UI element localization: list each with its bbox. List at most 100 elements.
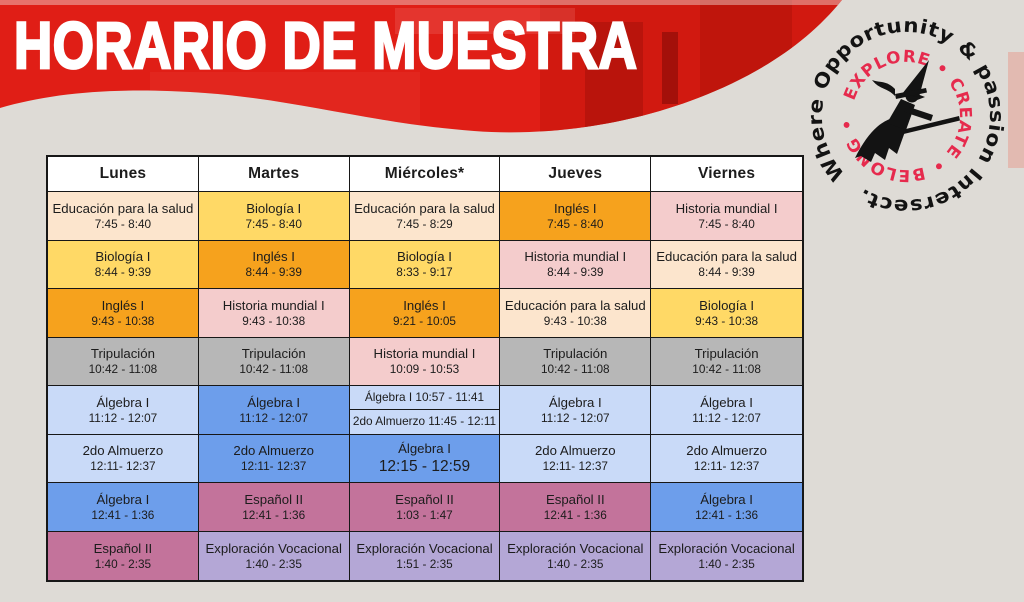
class-name: Álgebra I [96, 491, 150, 507]
class-name: Inglés I [554, 200, 597, 216]
schedule-cell: Historia mundial I 9:43 - 10:38 [198, 289, 350, 338]
class-time: 10:42 - 11:08 [692, 362, 761, 377]
schedule-cell: Biología I 8:44 - 9:39 [48, 240, 199, 289]
class-name: Educación para la salud [354, 200, 495, 216]
class-time: 12:15 - 12:59 [378, 457, 471, 475]
class-time: 11:12 - 12:07 [692, 410, 761, 425]
class-time: 8:44 - 9:39 [245, 265, 302, 280]
schedule-cell: Tripulación 10:42 - 11:08 [651, 337, 802, 386]
schedule-subcell: 2do Almuerzo 11:45 - 12:11 [349, 410, 500, 434]
class-time: 7:45 - 8:29 [396, 216, 453, 231]
class-name: Historia mundial I [675, 200, 778, 216]
class-time: 12:11- 12:37 [241, 459, 307, 474]
schedule-cell: 2do Almuerzo 12:11- 12:37 [48, 434, 199, 483]
class-name: Exploración Vocacional [507, 540, 644, 556]
class-time: 12:11- 12:37 [542, 459, 608, 474]
class-time: 10:42 - 11:08 [540, 362, 610, 377]
class-name: 2do Almuerzo [233, 443, 315, 458]
class-name: Álgebra I [548, 394, 602, 410]
class-name: Educación para la salud [504, 297, 646, 313]
class-time: 7:45 - 8:40 [94, 216, 152, 231]
schedule-cell: Álgebra I 12:15 - 12:59 [349, 434, 501, 483]
class-name: Álgebra I [700, 394, 753, 410]
class-name: Tripulación [241, 346, 306, 361]
banner-wave [0, 0, 842, 133]
class-name: Historia mundial I [222, 297, 325, 313]
schedule-cell: Biología I 9:43 - 10:38 [651, 289, 802, 338]
class-time: 1:40 - 2:35 [94, 556, 152, 571]
schedule-cell: Exploración Vocacional 1:40 - 2:35 [500, 531, 652, 580]
class-time: 7:45 - 8:40 [698, 216, 755, 231]
class-name: Inglés I [101, 297, 145, 313]
class-time: 12:41 - 1:36 [91, 507, 155, 522]
class-name: Español II [93, 540, 153, 556]
class-name: Biología I [246, 200, 302, 216]
schedule-cell: Educación para la salud 9:43 - 10:38 [500, 289, 652, 338]
schedule-cell: Español II 1:40 - 2:35 [48, 531, 199, 580]
class-name: Exploración Vocacional [356, 540, 493, 556]
schedule-cell: Tripulación 10:42 - 11:08 [198, 337, 350, 386]
class-time: 11:12 - 12:07 [540, 410, 610, 425]
class-name: Inglés I [252, 249, 295, 264]
schedule-cell: Español II 12:41 - 1:36 [500, 483, 652, 532]
schedule-cell: Biología I 8:33 - 9:17 [349, 240, 501, 289]
class-name: Historia mundial I [373, 346, 476, 361]
schedule-cell: 2do Almuerzo 12:11- 12:37 [198, 434, 350, 483]
class-name: Tripulación [543, 346, 608, 361]
class-time: 1:40 - 2:35 [547, 556, 604, 571]
class-time: 9:43 - 10:38 [242, 313, 306, 328]
schedule-cell: Educación para la salud 7:45 - 8:29 [349, 192, 501, 241]
schedule-cell: Exploración Vocacional 1:40 - 2:35 [651, 531, 802, 580]
class-name: Álgebra I [96, 394, 150, 410]
class-name: Educación para la salud [52, 200, 194, 216]
schedule-cell: Biología I 7:45 - 8:40 [198, 192, 350, 241]
class-time: 8:44 - 9:39 [698, 265, 755, 280]
column-header: Miércoles* [349, 157, 501, 192]
schedule-cell: Álgebra I 11:12 - 12:07 [651, 386, 802, 435]
schedule-cell: Educación para la salud 7:45 - 8:40 [48, 192, 199, 241]
column-header: Jueves [500, 157, 652, 192]
class-name: Biología I [95, 249, 151, 264]
page-title: HORARIO DE MUESTRA [13, 8, 638, 84]
class-time: 7:45 - 8:40 [245, 216, 302, 231]
class-time: 11:12 - 12:07 [88, 410, 158, 425]
class-time: 9:43 - 10:38 [543, 313, 607, 328]
class-name: Álgebra I [700, 491, 753, 507]
schedule-cell: Álgebra I 10:57 - 11:41 2do Almuerzo 11:4… [349, 386, 501, 435]
schedule-cell: Historia mundial I 10:09 - 10:53 [349, 337, 501, 386]
class-time: 1:40 - 2:35 [698, 556, 755, 571]
schedule-cell: Inglés I 8:44 - 9:39 [198, 240, 350, 289]
class-name: Tripulación [90, 346, 155, 361]
class-time: 8:33 - 9:17 [396, 265, 453, 280]
schedule-cell: Inglés I 9:21 - 10:05 [349, 289, 501, 338]
schedule-subcell: Álgebra I 10:57 - 11:41 [349, 386, 500, 411]
class-name: Educación para la salud [656, 249, 797, 264]
class-time: 12:11- 12:37 [693, 459, 760, 474]
schedule-cell: Álgebra I 11:12 - 12:07 [500, 386, 652, 435]
class-time: 12:41 - 1:36 [242, 507, 306, 522]
witch-on-broom-icon [855, 60, 960, 162]
class-time: 9:43 - 10:38 [695, 313, 759, 328]
class-time: 8:44 - 9:39 [547, 265, 604, 280]
schedule-cell: Español II 12:41 - 1:36 [198, 483, 350, 532]
class-name: Inglés I [403, 297, 446, 313]
class-time: 10:09 - 10:53 [389, 362, 460, 377]
schedule-cell: 2do Almuerzo 12:11- 12:37 [651, 434, 802, 483]
class-time: 12:41 - 1:36 [695, 507, 759, 522]
class-name: Español II [395, 491, 454, 507]
class-name: Exploración Vocacional [658, 540, 795, 556]
class-time: 9:43 - 10:38 [91, 313, 155, 328]
column-header: Lunes [48, 157, 199, 192]
class-name: Álgebra I [398, 440, 451, 456]
schedule-cell: Español II 1:03 - 1:47 [349, 483, 501, 532]
class-time: 1:03 - 1:47 [396, 507, 453, 522]
schedule-cell: Álgebra I 11:12 - 12:07 [198, 386, 350, 435]
column-header: Martes [198, 157, 350, 192]
class-time: 12:41 - 1:36 [543, 507, 607, 522]
class-time: 8:44 - 9:39 [94, 265, 152, 280]
class-time: 7:45 - 8:40 [547, 216, 604, 231]
photo-edge-strip [1008, 52, 1024, 168]
schedule-cell: Álgebra I 11:12 - 12:07 [48, 386, 199, 435]
class-name: Español II [545, 491, 605, 507]
schedule-cell: Exploración Vocacional 1:40 - 2:35 [198, 531, 350, 580]
